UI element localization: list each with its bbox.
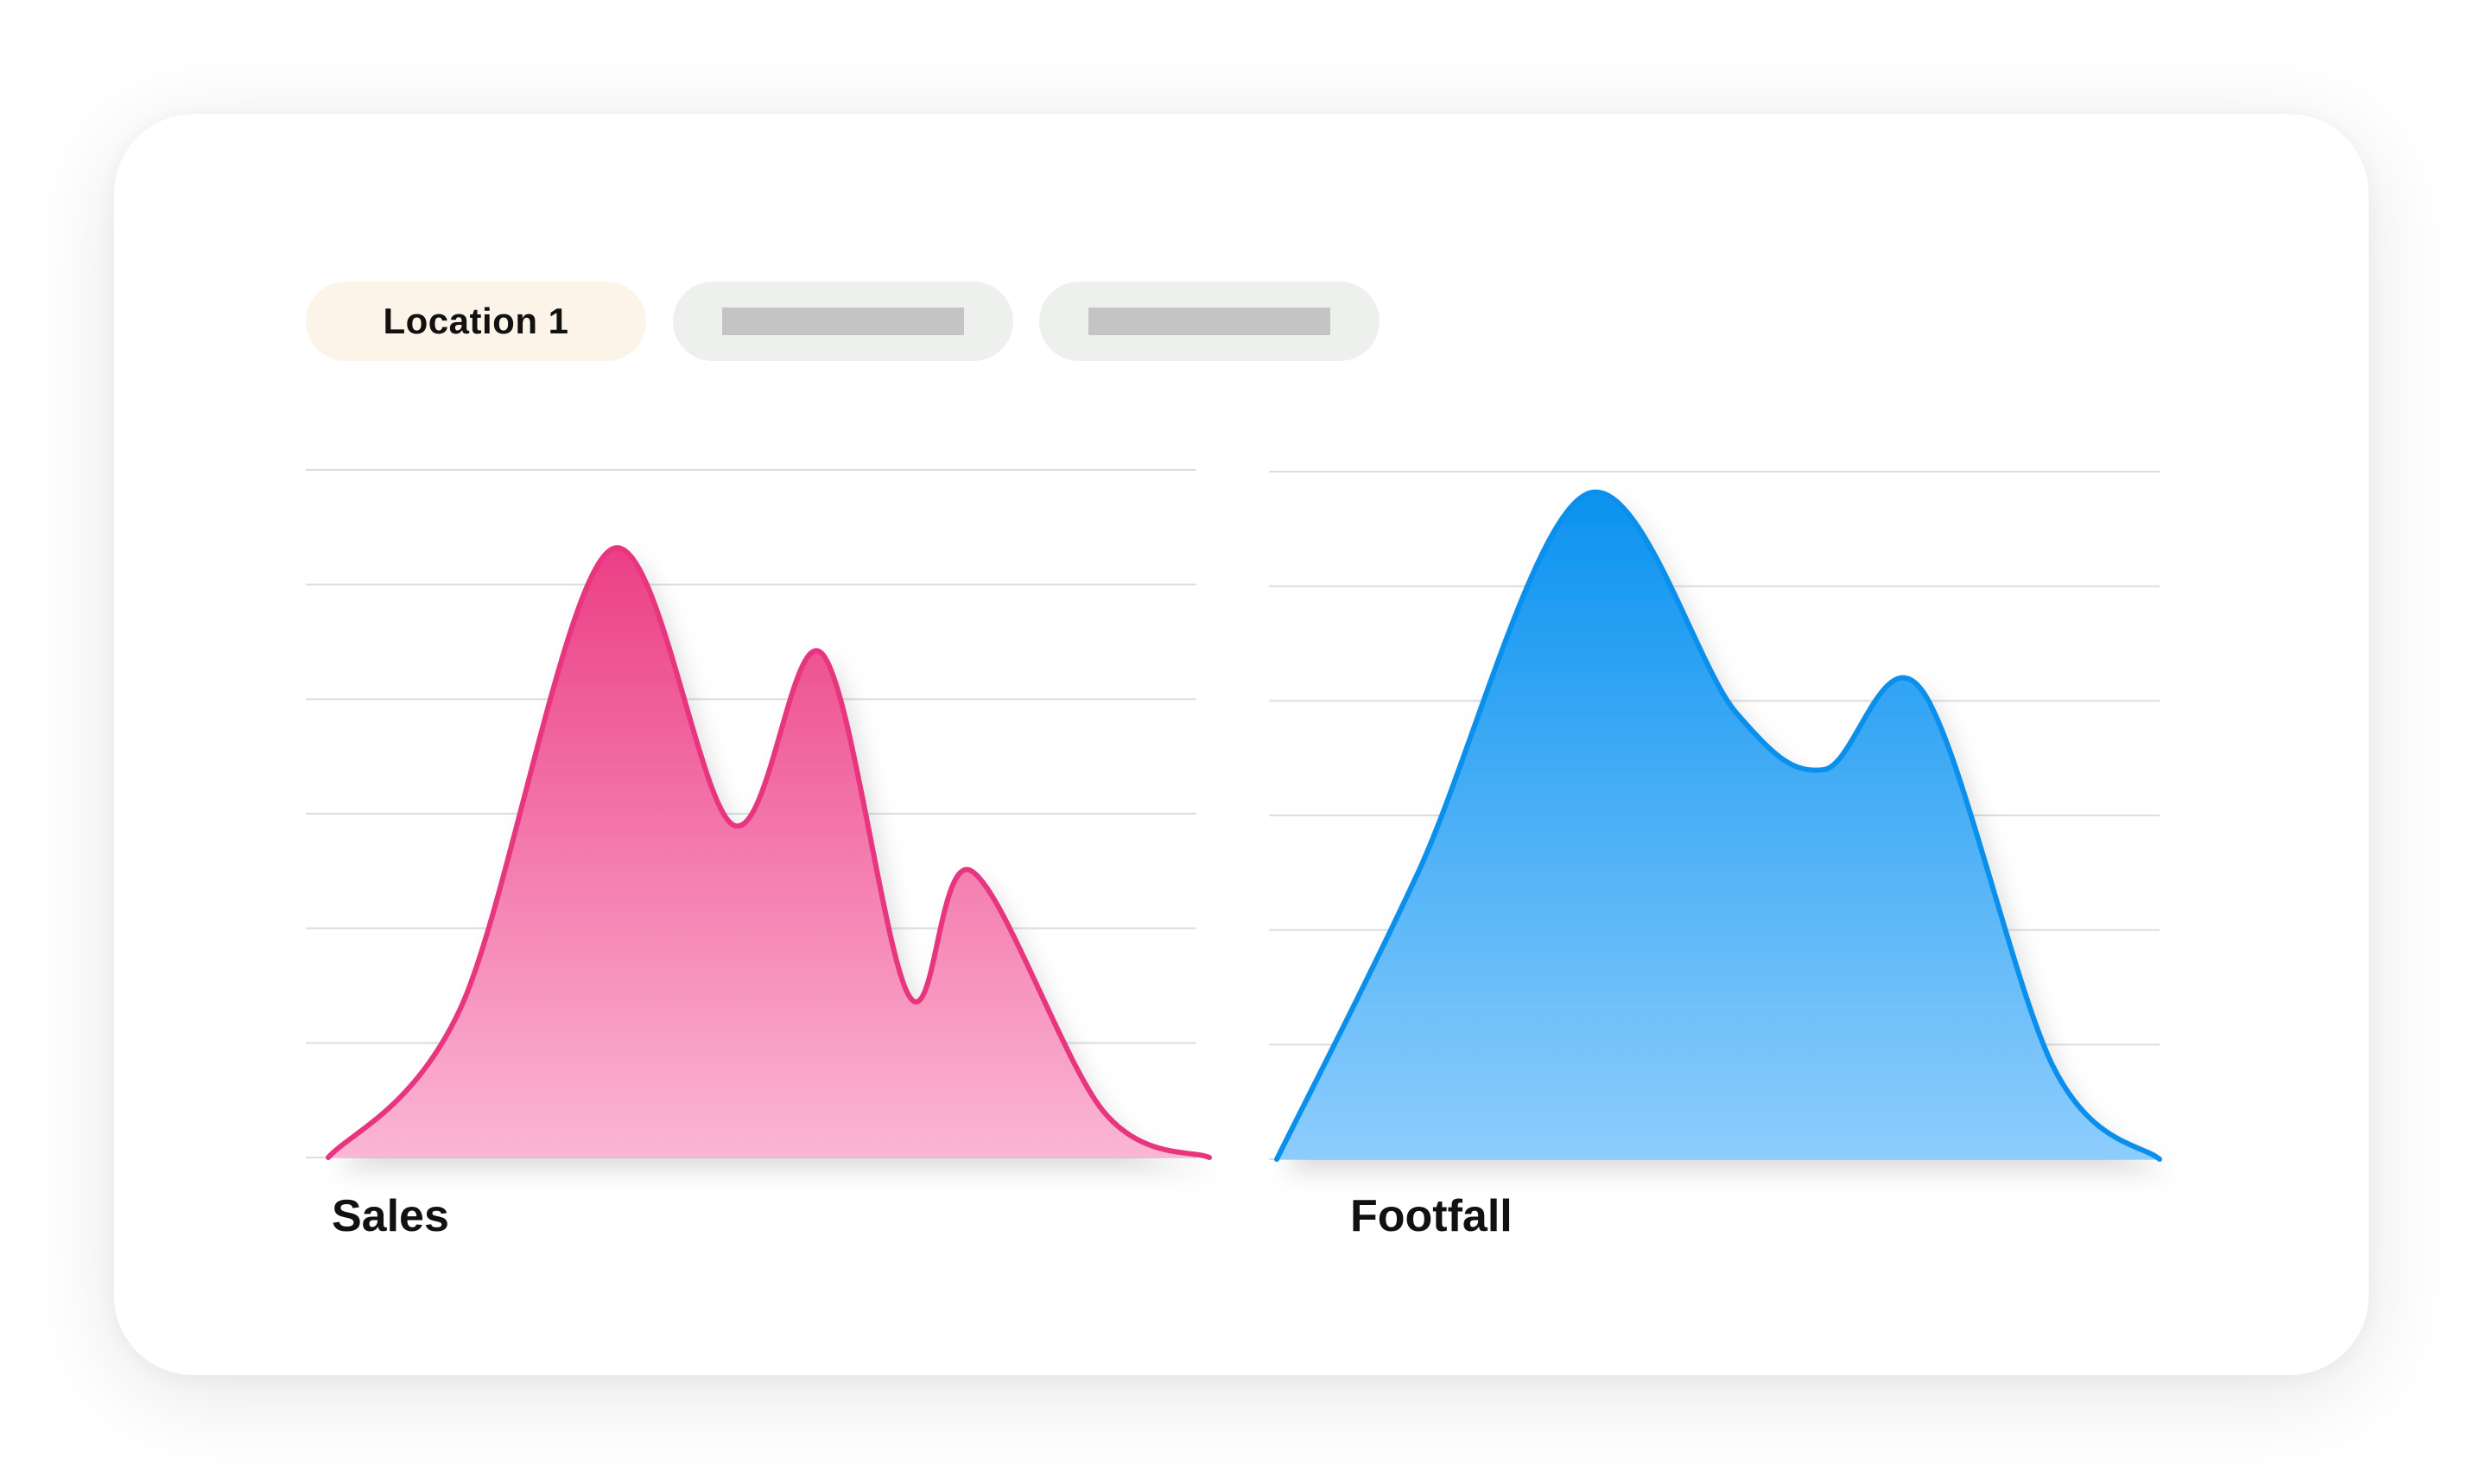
sales-line: [326, 545, 1212, 1160]
footfall-area: [1277, 491, 2160, 1159]
sales-chart-label: Sales: [332, 1191, 449, 1241]
tab-location-1[interactable]: Location 1: [306, 282, 646, 361]
tab-location-1-label: Location 1: [383, 301, 569, 341]
tab-placeholder-bar: [722, 308, 964, 335]
footfall-chart-label: Footfall: [1350, 1191, 1513, 1241]
footfall-line: [1274, 489, 2162, 1162]
sales-chart: [306, 469, 1212, 1160]
tab-placeholder-bar: [1088, 308, 1330, 335]
footfall-chart: [1269, 471, 2162, 1162]
tab-location-3[interactable]: [1039, 282, 1380, 361]
sales-area: [328, 548, 1209, 1157]
tab-location-2[interactable]: [673, 282, 1013, 361]
